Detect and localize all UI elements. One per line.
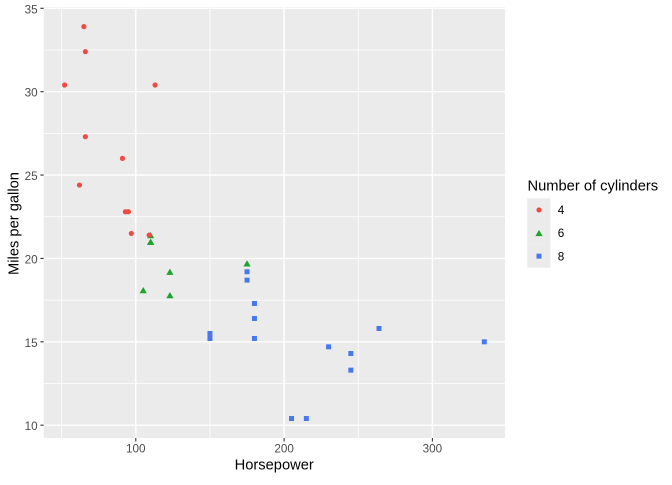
svg-text:8: 8	[558, 250, 565, 263]
svg-text:25: 25	[25, 170, 39, 183]
svg-text:Horsepower: Horsepower	[235, 457, 314, 473]
svg-text:6: 6	[558, 227, 565, 240]
svg-text:100: 100	[126, 442, 146, 455]
svg-text:4: 4	[558, 204, 565, 217]
svg-text:20: 20	[25, 253, 39, 266]
svg-text:30: 30	[25, 87, 39, 100]
svg-text:15: 15	[25, 337, 39, 350]
svg-text:10: 10	[25, 420, 39, 433]
svg-text:200: 200	[274, 442, 294, 455]
svg-text:35: 35	[25, 3, 39, 16]
svg-text:Miles per gallon: Miles per gallon	[7, 172, 23, 275]
svg-text:300: 300	[423, 442, 443, 455]
svg-text:Number of cylinders: Number of cylinders	[528, 179, 659, 195]
